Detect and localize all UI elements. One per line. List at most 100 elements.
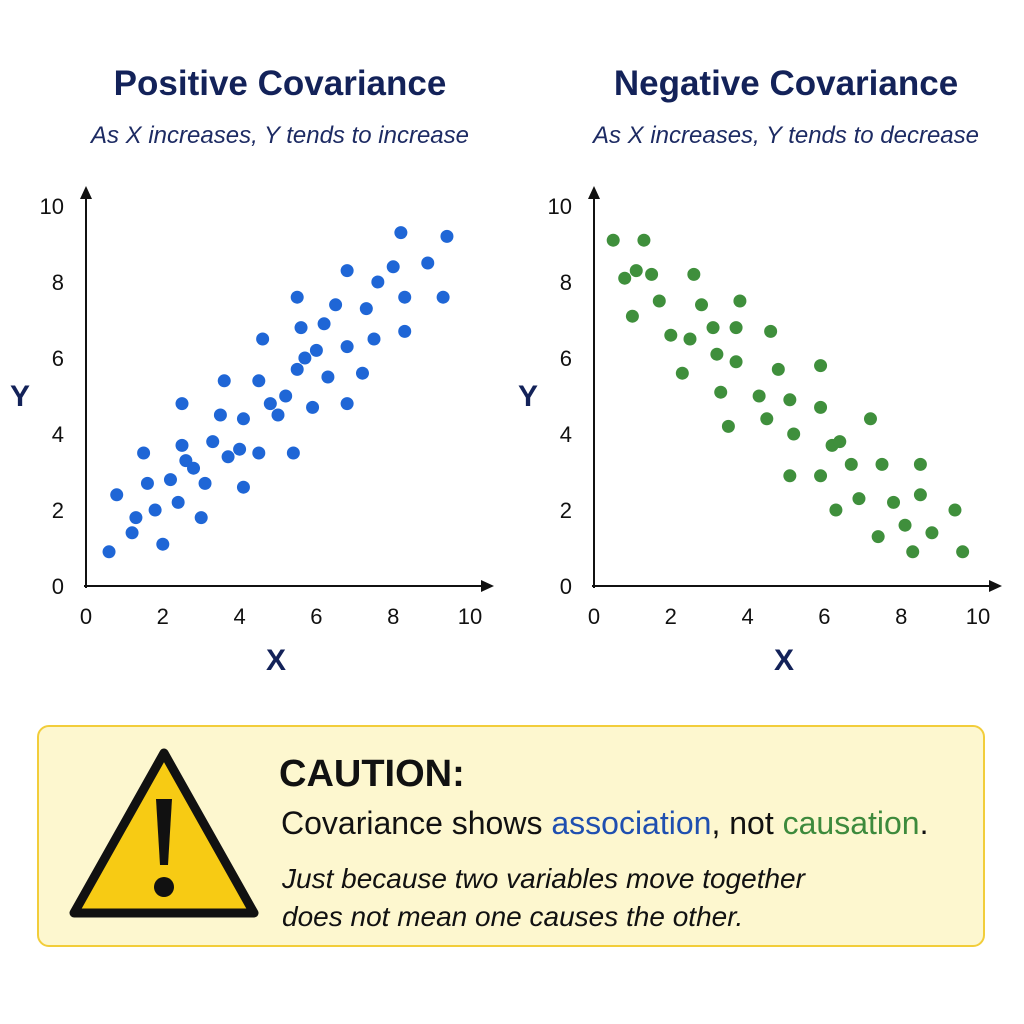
data-point <box>175 397 189 411</box>
data-point <box>629 264 643 278</box>
data-point <box>198 476 212 490</box>
x-tick-label: 0 <box>80 604 92 629</box>
data-point <box>217 374 231 388</box>
data-point <box>221 450 235 464</box>
data-point <box>148 503 162 517</box>
data-point <box>606 233 620 247</box>
x-tick-label: 0 <box>588 604 600 629</box>
caution-note-line-1: Just because two variables move together <box>282 863 805 894</box>
chart-subtitle: As X increases, Y tends to increase <box>91 122 469 149</box>
positive-covariance-panel: Positive Covariance As X increases, Y te… <box>0 0 512 700</box>
data-point <box>721 419 735 433</box>
data-point <box>386 260 400 274</box>
data-point <box>844 457 858 471</box>
data-point <box>263 397 277 411</box>
data-point <box>367 332 381 346</box>
data-point <box>906 545 920 559</box>
x-axis-label: X <box>774 644 794 677</box>
data-point <box>163 473 177 487</box>
data-point <box>833 435 847 449</box>
data-point <box>236 480 250 494</box>
y-axis-label: Y <box>518 380 538 413</box>
data-point <box>187 461 201 475</box>
y-tick-label: 10 <box>548 194 572 219</box>
data-point <box>371 275 385 289</box>
y-tick-label: 4 <box>560 422 572 447</box>
keyword-causation: causation <box>782 805 920 841</box>
caution-statement-mid: , not <box>711 805 783 841</box>
data-point <box>675 366 689 380</box>
data-point <box>140 476 154 490</box>
y-tick-label: 4 <box>52 422 64 447</box>
data-point <box>394 226 408 240</box>
data-point <box>875 457 889 471</box>
x-tick-label: 8 <box>387 604 399 629</box>
data-point <box>125 526 139 540</box>
data-point <box>359 302 373 316</box>
data-point <box>618 271 632 285</box>
x-tick-label: 6 <box>310 604 322 629</box>
data-point <box>171 495 185 509</box>
caution-statement: Covariance shows association, not causat… <box>281 805 928 842</box>
x-tick-label: 4 <box>741 604 753 629</box>
x-axis-arrow-icon <box>989 580 1002 592</box>
data-point <box>206 435 220 449</box>
data-point <box>286 446 300 460</box>
data-point <box>783 393 797 407</box>
data-point <box>760 412 774 426</box>
data-point <box>440 229 454 243</box>
data-point <box>233 442 247 456</box>
y-axis-label: Y <box>10 380 30 413</box>
caution-note: Just because two variables move together… <box>282 860 922 936</box>
caution-statement-end: . <box>919 805 929 841</box>
data-point <box>137 446 151 460</box>
warning-triangle-icon <box>69 748 259 918</box>
data-point <box>710 347 724 361</box>
data-point <box>645 267 659 281</box>
data-point <box>948 503 962 517</box>
y-tick-label: 8 <box>52 270 64 295</box>
data-point <box>733 294 747 308</box>
y-tick-label: 0 <box>52 574 64 599</box>
data-point <box>290 290 304 304</box>
data-point <box>252 374 266 388</box>
data-point <box>714 385 728 399</box>
data-point <box>279 389 293 403</box>
data-point <box>290 362 304 376</box>
data-point <box>814 359 828 373</box>
x-tick-label: 10 <box>966 604 990 629</box>
data-point <box>355 366 369 380</box>
y-axis-arrow-icon <box>588 186 600 199</box>
chart-title: Positive Covariance <box>113 64 447 103</box>
y-tick-label: 2 <box>560 498 572 523</box>
data-point <box>706 321 720 335</box>
data-point <box>625 309 639 323</box>
data-point <box>863 412 877 426</box>
data-point <box>194 511 208 525</box>
y-tick-label: 6 <box>560 346 572 371</box>
chart-subtitle: As X increases, Y tends to decrease <box>592 122 979 149</box>
data-point <box>956 545 970 559</box>
data-point <box>814 400 828 414</box>
data-point <box>829 503 843 517</box>
data-point <box>436 290 450 304</box>
data-point <box>306 400 320 414</box>
data-point <box>252 446 266 460</box>
data-point <box>913 457 927 471</box>
y-tick-label: 10 <box>40 194 64 219</box>
data-point <box>309 343 323 357</box>
data-point <box>156 537 170 551</box>
y-tick-label: 0 <box>560 574 572 599</box>
data-point <box>129 511 143 525</box>
caution-statement-prefix: Covariance shows <box>281 805 552 841</box>
data-point <box>340 264 354 278</box>
y-tick-label: 2 <box>52 498 64 523</box>
positive-scatter-plot: 0 2 4 6 8 10 0 2 4 6 8 10 X Y <box>10 186 494 677</box>
data-point <box>898 518 912 532</box>
data-point <box>421 256 435 270</box>
keyword-association: association <box>551 805 712 841</box>
data-point <box>683 332 697 346</box>
data-point <box>340 397 354 411</box>
data-point <box>398 290 412 304</box>
caution-title: CAUTION: <box>279 753 465 795</box>
